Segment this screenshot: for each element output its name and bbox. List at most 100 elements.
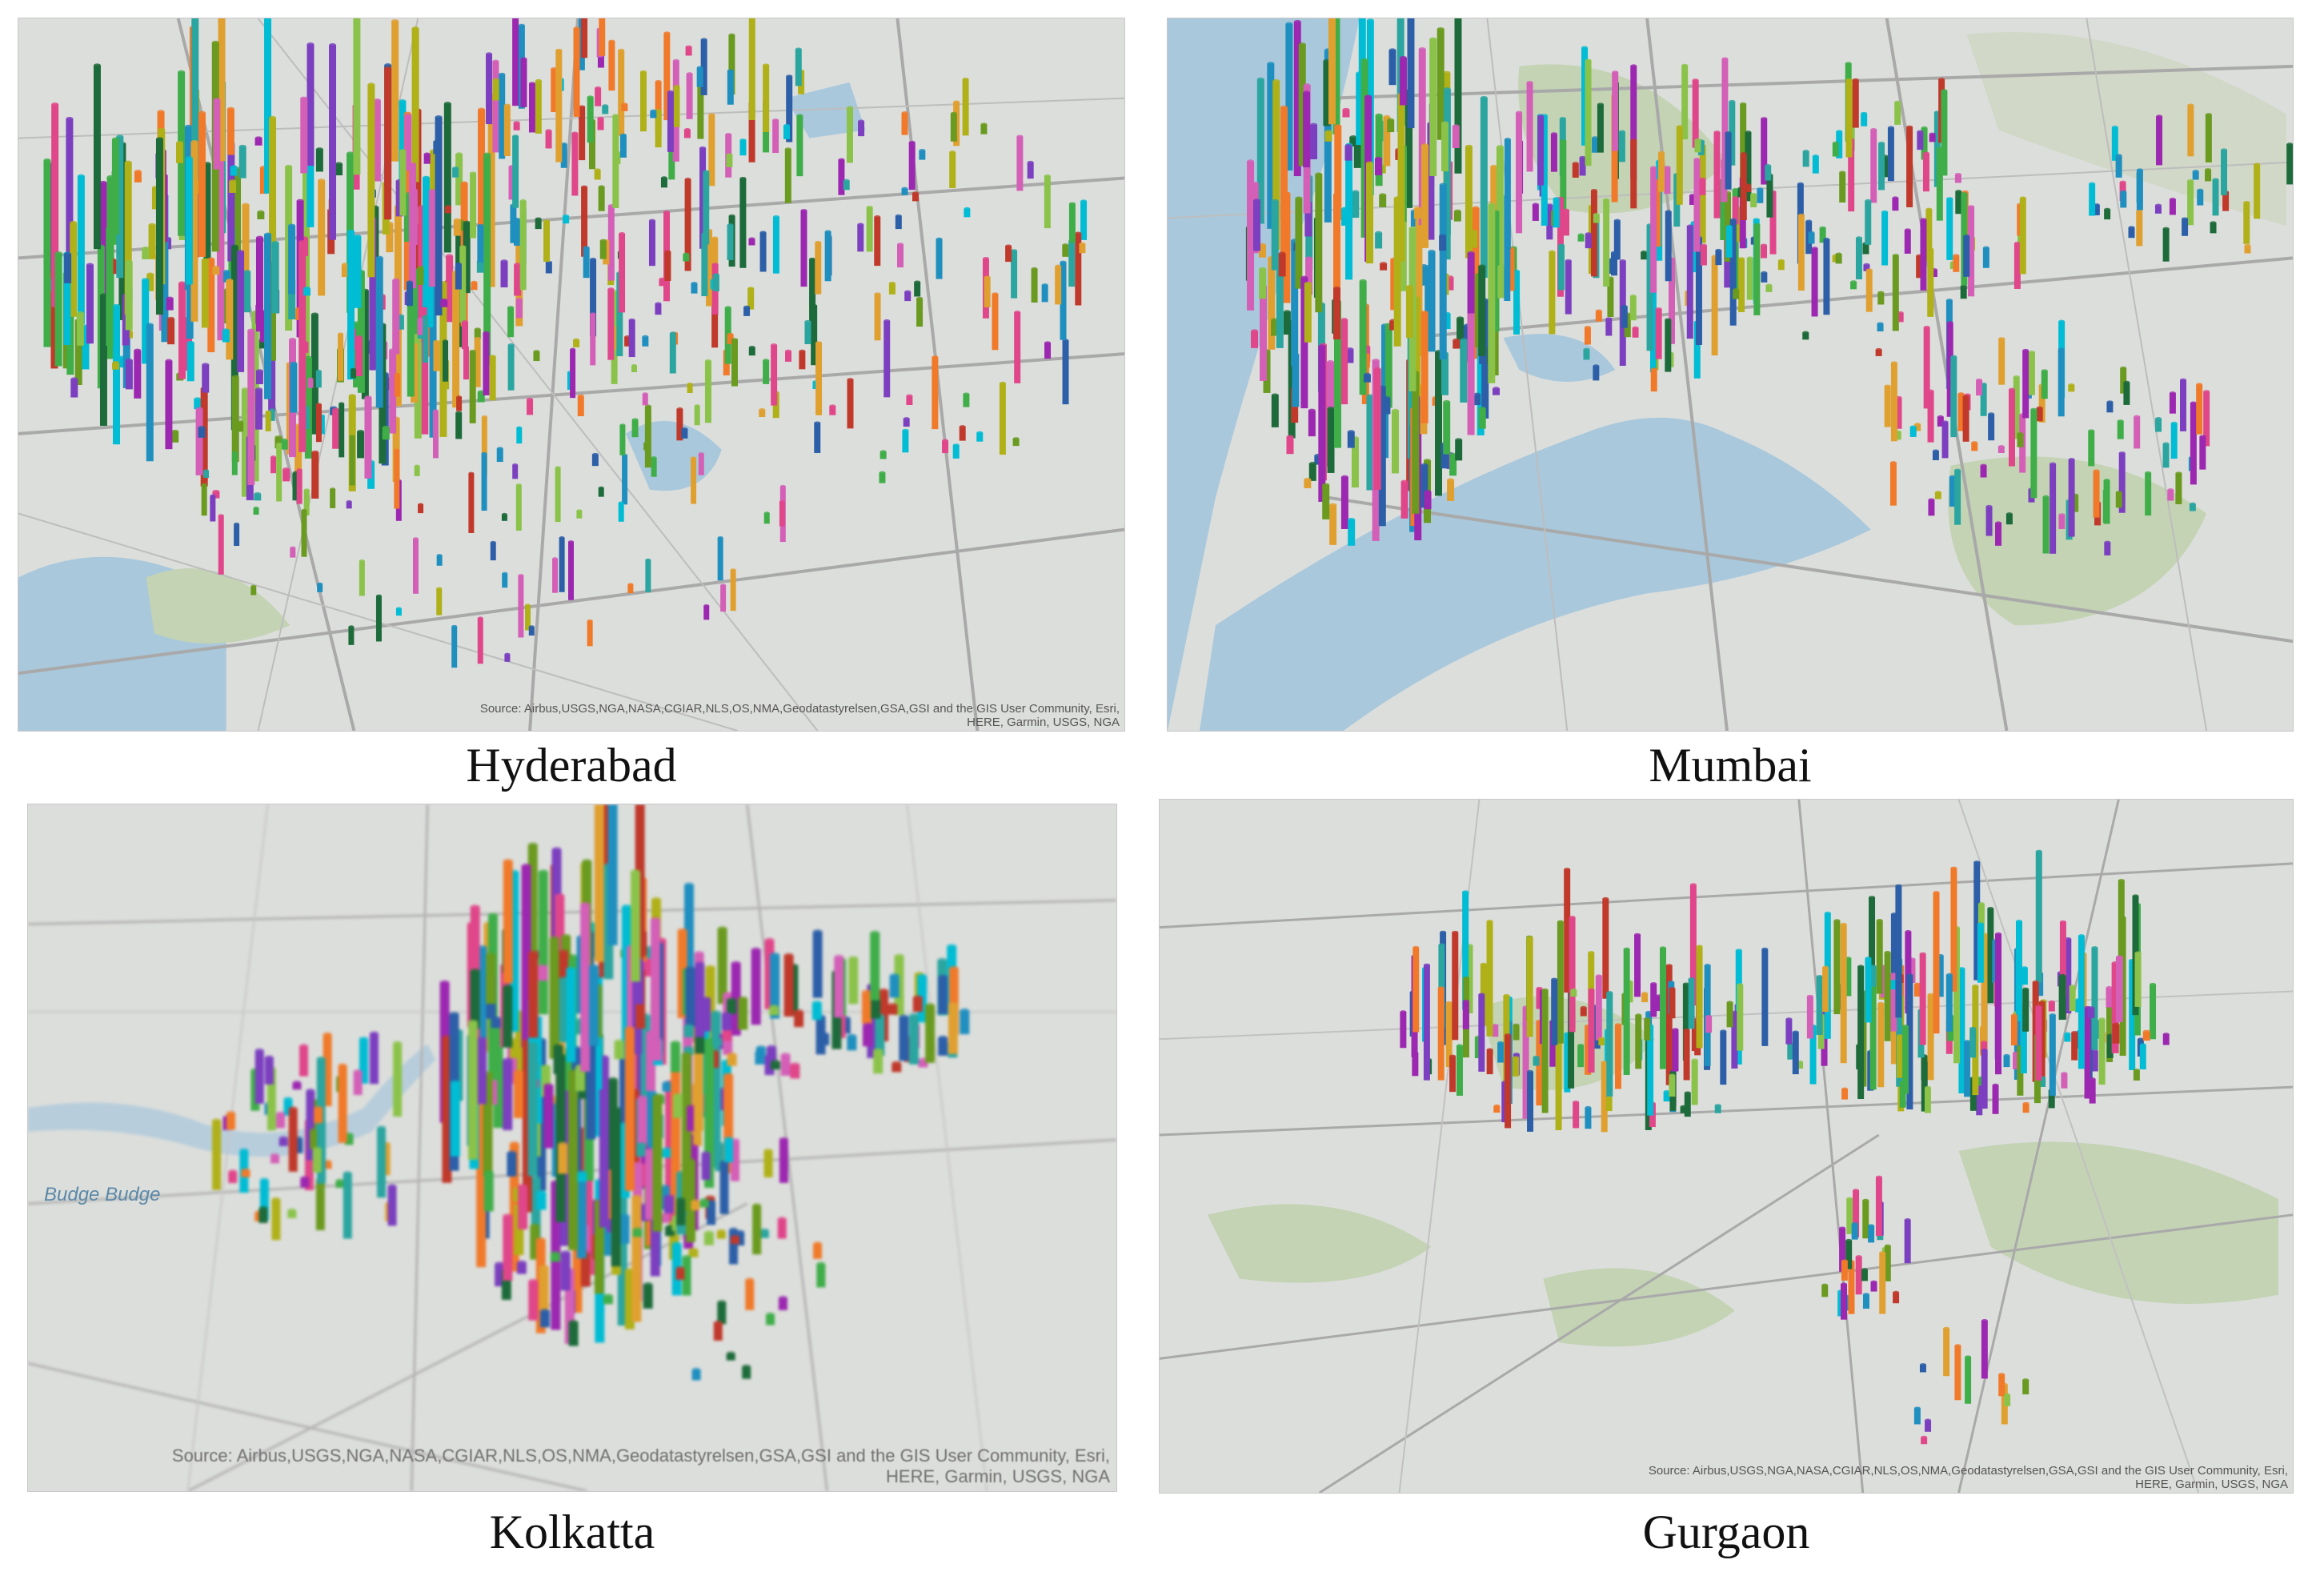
bar-column <box>503 105 511 157</box>
bar-column-top <box>1992 1083 1999 1087</box>
bar-column-top <box>811 1001 822 1006</box>
bar-column <box>146 274 154 291</box>
bar-column-top <box>76 311 84 315</box>
bar-column <box>264 234 272 399</box>
bar-column-top <box>338 1063 347 1069</box>
bar-column <box>631 872 641 982</box>
bar-column <box>566 969 576 1063</box>
bar-column-top <box>619 232 626 235</box>
bar-column-top <box>549 936 559 941</box>
bar-column <box>357 431 365 459</box>
bar-column-top <box>455 411 463 415</box>
bar-column <box>477 947 487 1039</box>
bar-column <box>1251 331 1259 348</box>
bar-column <box>904 1037 914 1062</box>
bar-column <box>719 1162 729 1214</box>
bar-column <box>695 964 705 1037</box>
bar-column <box>1553 199 1560 228</box>
bar-column <box>716 1231 726 1239</box>
bar-column <box>1300 277 1308 409</box>
bar-column-top <box>259 1177 269 1183</box>
bar-column <box>1585 1107 1592 1129</box>
bar-column-top <box>318 178 326 182</box>
bar-column <box>2169 199 2176 215</box>
bar-column <box>712 275 719 292</box>
bar-column <box>650 110 657 118</box>
bar-column-top <box>278 1136 288 1141</box>
bar-column-top <box>258 1206 268 1211</box>
bar-column-top <box>538 869 548 875</box>
bar-column-top <box>1941 420 1949 424</box>
bar-column <box>538 967 548 981</box>
bar-column-top <box>742 1364 751 1369</box>
bar-column <box>1439 235 1447 251</box>
bar-column-top <box>1960 284 1967 288</box>
bar-column-top <box>555 893 565 899</box>
bar-column <box>2115 956 2123 1023</box>
bar-column <box>428 190 435 287</box>
bar-column <box>1976 379 1983 396</box>
bar-column <box>731 339 738 387</box>
bar-column-top <box>815 240 822 244</box>
bar-column <box>2048 1001 2055 1012</box>
bar-column <box>624 1029 635 1191</box>
bar-column <box>1765 165 1772 181</box>
bar-column-top <box>283 1097 293 1102</box>
bar-column <box>811 1003 822 1021</box>
bar-column <box>433 141 440 154</box>
bar-column-top <box>1271 393 1279 398</box>
bar-column <box>382 427 390 440</box>
bar-column-top <box>748 237 755 241</box>
bar-column-top <box>1704 964 1711 968</box>
bar-column <box>784 149 791 203</box>
bar-column <box>1379 194 1387 207</box>
bar-column <box>794 1012 804 1028</box>
bar-column <box>1392 411 1399 474</box>
bar-column <box>238 422 244 432</box>
bar-column <box>2093 471 2100 518</box>
bar-column-top <box>1372 359 1380 363</box>
bar-column <box>1068 240 1076 287</box>
bar-column <box>1496 146 1504 298</box>
bar-column <box>315 149 323 172</box>
bar-column <box>1537 116 1545 186</box>
bar-column <box>1894 431 1901 440</box>
bar-column <box>642 1102 652 1187</box>
bar-column-top <box>2058 973 2066 978</box>
bar-column-top <box>1945 299 1953 303</box>
bar-column <box>2286 144 2293 185</box>
bar-column <box>1850 282 1857 290</box>
bar-column-top <box>904 290 912 294</box>
bar-column <box>1055 266 1062 305</box>
bar-column <box>1397 94 1405 262</box>
bar-column <box>210 495 216 522</box>
bar-column-top <box>809 257 816 261</box>
bar-column <box>1315 174 1323 313</box>
bar-column-top <box>1584 326 1591 330</box>
bar-column-top <box>455 152 463 157</box>
bar-column <box>707 1201 716 1225</box>
bar-column <box>1389 320 1397 331</box>
bar-column-top <box>1700 243 1707 247</box>
bar-column-top <box>423 152 431 156</box>
bar-column-top <box>938 1035 948 1041</box>
bar-column-top <box>1247 159 1255 163</box>
bar-column-top <box>148 223 156 227</box>
bar-column <box>614 1041 624 1060</box>
bar-column <box>1324 131 1332 142</box>
bar-column-top <box>142 247 150 251</box>
bar-column-top <box>1862 1198 1869 1202</box>
bar-column <box>1971 443 1978 451</box>
bar-column <box>1463 325 1471 361</box>
bar-column-top <box>513 121 520 125</box>
bar-column-top <box>492 59 499 63</box>
bar-column-top <box>2058 347 2065 351</box>
bar-column-top <box>1968 205 1975 209</box>
bar-column <box>1953 255 1960 272</box>
bar-column-top <box>1953 254 1960 258</box>
attribution-line-2: HERE, Garmin, USGS, NGA <box>967 715 1120 729</box>
bar-column <box>2187 180 2194 226</box>
bar-column <box>228 1172 238 1184</box>
bar-column <box>1436 29 1444 140</box>
bar-column-top <box>728 214 735 218</box>
